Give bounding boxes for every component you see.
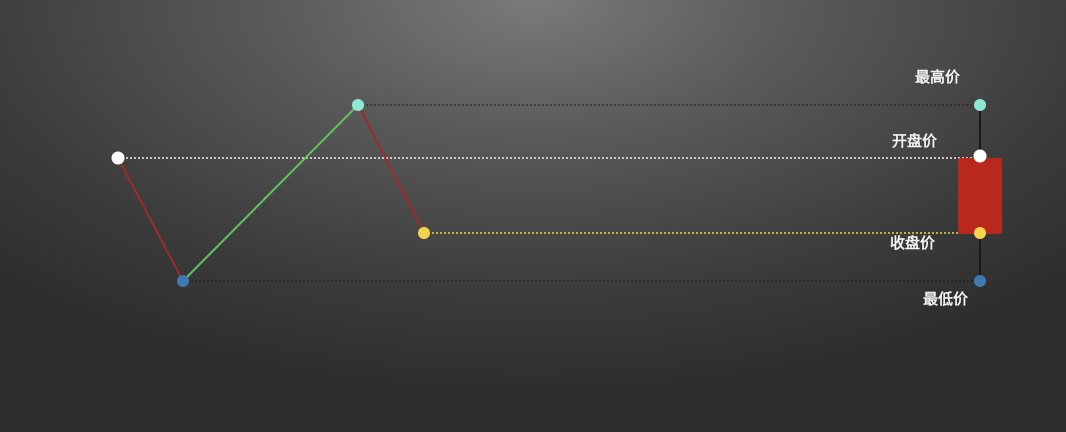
candle-high-marker (974, 99, 986, 111)
high-label: 最高价 (915, 68, 961, 86)
open-point (111, 151, 125, 165)
open-label: 开盘价 (892, 132, 938, 150)
close-point (418, 227, 430, 239)
open-to-low-segment (117, 157, 184, 282)
candle-body (958, 158, 1002, 234)
low-label: 最低价 (923, 290, 969, 308)
low-point (177, 275, 189, 287)
close-label: 收盘价 (890, 234, 936, 252)
high-to-close-segment (357, 104, 425, 234)
candle-open-marker (973, 149, 987, 163)
candle-close-marker (974, 227, 986, 239)
high-point (352, 99, 364, 111)
low-to-high-segment (182, 104, 359, 282)
candle-low-marker (974, 275, 986, 287)
